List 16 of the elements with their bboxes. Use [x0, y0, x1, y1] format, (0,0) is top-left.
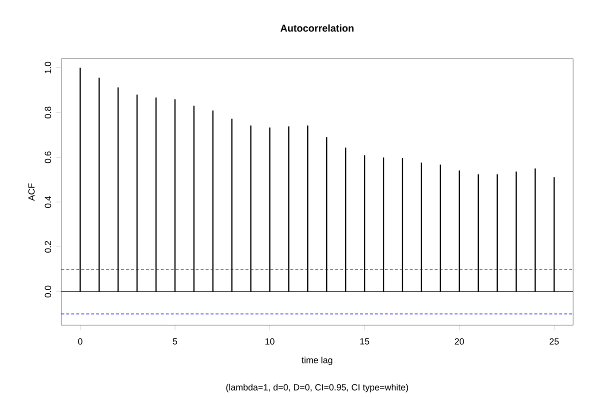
y-tick-label: 0.2	[44, 240, 52, 252]
chart-title: Autocorrelation	[280, 24, 354, 32]
y-tick-label: 1.0	[44, 62, 52, 74]
x-tick-label: 15	[360, 338, 370, 344]
x-tick-label: 20	[454, 338, 464, 344]
x-tick-label: 10	[266, 338, 274, 344]
y-tick-label: 0.8	[44, 106, 52, 118]
y-axis-title: ACF	[28, 183, 35, 201]
text: (lambda=1, d=0, D=0, CI=0.95, CI type=white)	[226, 384, 408, 392]
x-tick-label: 0	[78, 338, 82, 344]
x-axis-title: time lag	[302, 356, 332, 365]
x-tick-label: 5	[172, 338, 178, 344]
y-tick-label: 0.6	[44, 151, 52, 163]
y-tick-label: 0.0	[44, 286, 52, 298]
y-tick-label: 0.4	[44, 196, 52, 208]
x-tick-label: 25	[550, 338, 559, 344]
